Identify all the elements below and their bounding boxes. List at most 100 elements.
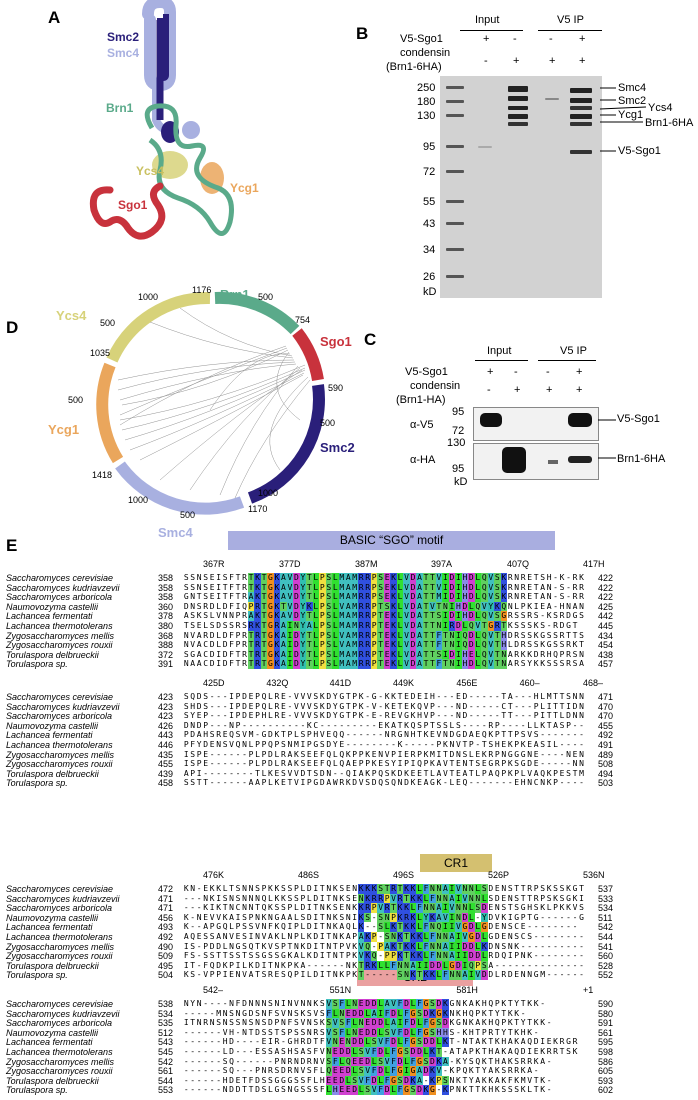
residue: N [514, 582, 520, 592]
residue: S [281, 1047, 286, 1056]
d-tick: 500 [320, 418, 336, 428]
residue: - [378, 740, 384, 749]
residue: H [435, 1027, 443, 1038]
residue: - [546, 730, 552, 740]
residue: P [319, 630, 326, 641]
residue: T [255, 941, 260, 951]
residue: P [319, 649, 326, 660]
residue: L [396, 659, 404, 669]
residue: R [553, 621, 558, 630]
residue: S [235, 730, 241, 740]
residue: V [487, 640, 495, 650]
residue: T [222, 592, 228, 602]
residue: S [248, 922, 254, 932]
residue: L [325, 1085, 333, 1095]
residue: - [216, 1085, 222, 1095]
residue: F [229, 630, 234, 640]
residue: K [422, 1085, 430, 1095]
residue: E [209, 582, 215, 592]
residue: E [404, 701, 409, 711]
residue: M [351, 611, 358, 621]
residue: S [222, 573, 228, 582]
residue: N [209, 1018, 215, 1028]
residue: N [293, 1066, 299, 1076]
residue: P [559, 649, 565, 659]
residue: - [203, 1056, 209, 1066]
residue: Q [527, 1037, 533, 1047]
residue: D [390, 1037, 397, 1047]
residue: S [248, 1018, 254, 1028]
sequence-end: 541 [598, 941, 614, 952]
residue: K [358, 692, 364, 701]
residue: E [475, 749, 481, 759]
residue: - [358, 720, 364, 730]
residue: - [553, 912, 558, 922]
residue: S [190, 621, 196, 630]
residue: - [203, 768, 209, 778]
residue: K [500, 592, 507, 602]
residue: E [357, 999, 365, 1009]
residue: V [255, 922, 260, 932]
residue: T [403, 932, 410, 942]
residue: D [268, 730, 273, 740]
residue: N [455, 1085, 461, 1095]
residue: G [287, 1037, 293, 1047]
residue: T [247, 640, 255, 650]
residue: A [442, 884, 449, 894]
sequence-end: 580 [598, 1008, 614, 1019]
residue: F [429, 951, 436, 961]
residue: - [235, 759, 241, 769]
residue: L [364, 1008, 371, 1019]
sequence-start: 509 [158, 951, 174, 962]
residue: R [514, 1066, 520, 1076]
residue: G [488, 759, 494, 769]
residue: G [572, 611, 578, 621]
residue: T [553, 692, 558, 701]
residue: D [481, 903, 488, 913]
b-marker: 26 [423, 271, 436, 283]
residue: A [345, 611, 352, 621]
residue: T [306, 630, 313, 641]
residue: V [306, 701, 312, 711]
residue: F [203, 960, 209, 970]
residue: S [507, 922, 513, 932]
residue: V [390, 999, 397, 1009]
residue: F [422, 922, 430, 932]
residue: S [339, 884, 345, 893]
residue: A [248, 970, 254, 980]
residue: F [313, 1047, 319, 1056]
residue: I [183, 759, 189, 769]
residue: K [365, 768, 371, 778]
residue: R [268, 970, 273, 980]
residue: - [242, 778, 247, 788]
residue: D [462, 730, 468, 740]
residue: F [396, 1085, 404, 1095]
residue: Y [299, 630, 307, 641]
residue: V [474, 621, 482, 631]
residue: T [260, 630, 268, 641]
residue: P [235, 640, 241, 650]
residue: - [190, 1066, 196, 1076]
residue: S [190, 778, 196, 788]
residue: T [468, 1037, 474, 1047]
residue: R [203, 601, 209, 611]
residue: - [546, 970, 552, 980]
alignment-position-label: 432Q [266, 678, 289, 688]
residue: T [416, 970, 423, 980]
residue: K [507, 1056, 513, 1066]
residue: D [313, 893, 319, 903]
residue: - [216, 1066, 222, 1076]
residue: S [319, 1027, 325, 1037]
residue: L [222, 1047, 228, 1056]
residue: D [216, 960, 222, 970]
residue: G [409, 1037, 417, 1047]
residue: F [319, 759, 325, 769]
residue: N [242, 1027, 247, 1037]
residue: S [306, 1066, 312, 1076]
residue: A [345, 649, 352, 660]
residue: S [507, 1085, 513, 1095]
residue: - [216, 999, 222, 1008]
residue: N [281, 1056, 286, 1066]
residue: V [209, 912, 215, 922]
